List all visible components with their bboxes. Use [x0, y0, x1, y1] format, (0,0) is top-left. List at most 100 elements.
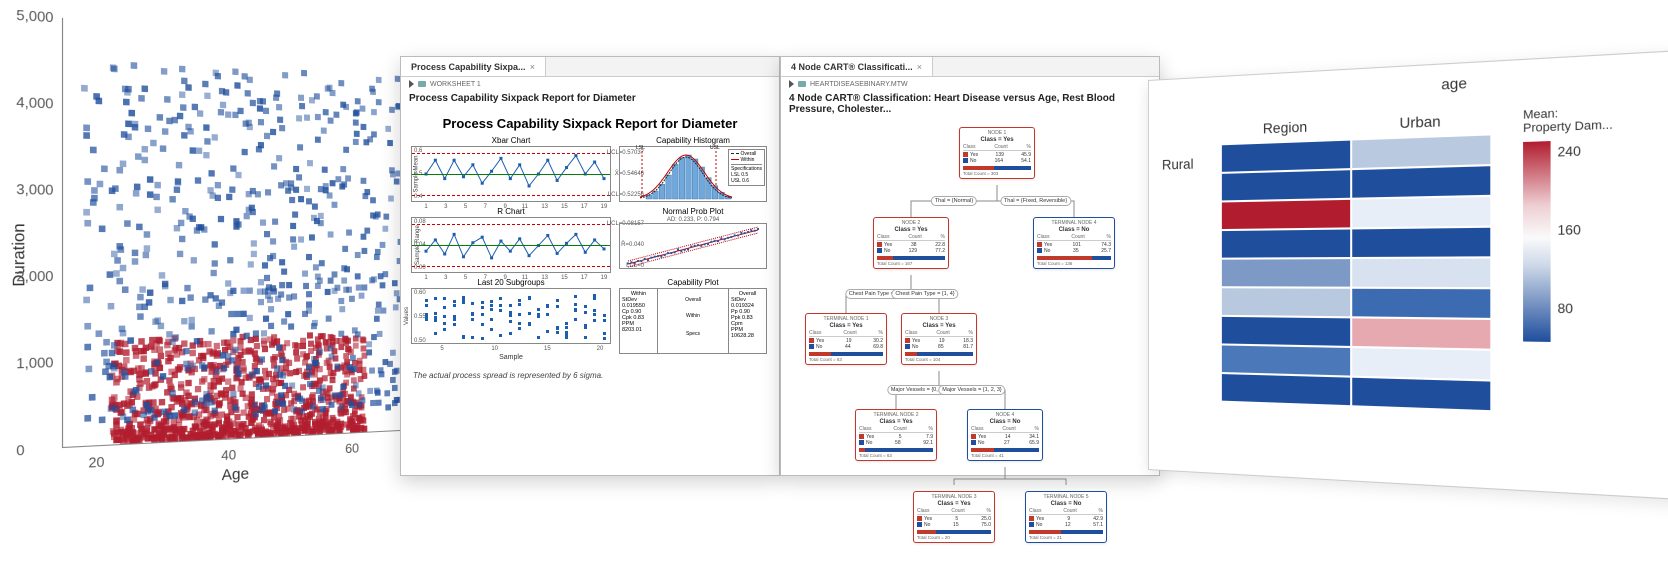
cart-tabbar: 4 Node CART® Classificati... ×	[781, 57, 1159, 77]
tree-node[interactable]: TERMINAL NODE 4Class = NoClassCount%Yes1…	[1033, 217, 1115, 269]
heat-cell	[1351, 165, 1491, 199]
heat-cell	[1351, 196, 1491, 229]
heatmap-colorbar: 24016080	[1523, 141, 1551, 342]
scatter-ytick: 4,000	[16, 94, 53, 112]
cart-tab-label: 4 Node CART® Classificati...	[791, 62, 913, 72]
cap-center: Overall Within Specs	[658, 289, 728, 353]
cart-tab[interactable]: 4 Node CART® Classificati... ×	[781, 57, 933, 76]
cap-overall-col: Overall StDev 0.019324 Pp 0.90 Ppk 0.83 …	[728, 289, 766, 353]
chart-xtick: 1	[424, 275, 427, 281]
sixpack-tab[interactable]: Process Capability Sixpa... ×	[401, 57, 546, 76]
heat-scale-tick: 80	[1558, 301, 1574, 317]
cart-tree-area: NODE 1Class = YesClassCount%Yes13945.9No…	[781, 121, 1159, 485]
split-label: Chest Pain Type = {1, 4}	[891, 289, 958, 299]
xbar-chart: Sample Mean 0.60.50.4135791113151719UCL=…	[411, 146, 611, 202]
tree-node[interactable]: NODE 4Class = NoClassCount%Yes1434.1No27…	[967, 409, 1043, 461]
heat-rowlabel	[1162, 319, 1221, 348]
sixpack-heading: Process Capability Sixpack Report for Di…	[411, 116, 769, 131]
sixpack-tab-label: Process Capability Sixpa...	[411, 62, 526, 72]
scatter-ytick: 2,000	[16, 268, 53, 285]
capability-plot: Within StDev 0.019550 Cp 0.90 Cpk 0.83 P…	[619, 288, 767, 354]
scatter-ytick: 5,000	[16, 7, 53, 26]
scatter-xtick: 40	[221, 447, 236, 464]
chart-xtick: 20	[597, 346, 604, 352]
subgroups-chart: Values 0.600.550.505101520	[411, 288, 611, 344]
cart-breadcrumb: HEARTDISEASEBINARY.MTW	[781, 77, 1159, 91]
split-label: Thal = {Fixed, Reversible}	[1000, 196, 1071, 206]
heat-cell	[1221, 258, 1351, 288]
chart-xtick: 15	[561, 275, 568, 281]
tree-node[interactable]: NODE 1Class = YesClassCount%Yes13945.9No…	[959, 127, 1035, 179]
heatmap-rowlabels: Rural	[1162, 122, 1221, 406]
usl-label: USL	[710, 145, 720, 151]
tree-node[interactable]: TERMINAL NODE 1Class = YesClassCount%Yes…	[805, 313, 887, 365]
chart-ytick: 0.50	[414, 338, 426, 344]
chart-xtick: 15	[544, 346, 551, 352]
capplot-title: Capability Plot	[619, 277, 767, 288]
heat-cell	[1351, 288, 1491, 319]
chart-xtick: 9	[503, 204, 506, 210]
cap-sp-line: Specs	[665, 331, 721, 337]
tree-node[interactable]: NODE 3Class = YesClassCount%Yes1918.3No8…	[901, 313, 977, 365]
chart-xtick: 7	[484, 204, 487, 210]
heat-cell	[1221, 228, 1351, 258]
heat-cell	[1351, 257, 1491, 288]
chart-xtick: 5	[464, 204, 467, 210]
chart-xtick: 3	[444, 275, 447, 281]
hist-legend: Overall WithinSpecificationsLSL 0.5USL 0…	[728, 149, 765, 186]
sub-yaxis: Values	[404, 307, 410, 325]
scatter-xtick: 60	[345, 440, 359, 456]
split-label: Major Vessels = {1, 2, 3}	[938, 385, 1005, 395]
sixpack-window: Process Capability Sixpa... × WORKSHEET …	[400, 56, 780, 476]
heat-rowlabel	[1162, 375, 1221, 405]
capability-histogram: LSL USL Overall WithinSpecificationsLSL 0…	[619, 146, 767, 202]
heat-rowlabel	[1162, 263, 1221, 292]
sixpack-breadcrumb: WORKSHEET 1	[401, 77, 779, 91]
cap-ov-line: Overall	[665, 297, 721, 303]
book-icon	[798, 81, 806, 87]
sixpack-caption: The actual process spread is represented…	[411, 365, 769, 380]
cart-window: 4 Node CART® Classificati... × HEARTDISE…	[780, 56, 1160, 476]
chart-xtick: 3	[444, 204, 447, 210]
cap-ppm2: PPM 10628.28	[731, 327, 764, 339]
scatter-plot-area	[62, 18, 411, 448]
cap-within-col: Within StDev 0.019550 Cp 0.90 Cpk 0.83 P…	[620, 289, 658, 353]
chart-xtick: 17	[581, 275, 588, 281]
close-icon[interactable]: ×	[917, 62, 922, 72]
cart-title: 4 Node CART® Classification: Heart Disea…	[781, 91, 1159, 121]
heat-rowlabel	[1162, 206, 1221, 235]
heat-rowlabel	[1162, 347, 1221, 377]
heatmap-panel: age Rural Region Urban Mean: Property Da…	[1148, 48, 1668, 501]
close-icon[interactable]: ×	[530, 62, 535, 72]
chart-xtick: 17	[581, 204, 588, 210]
heat-rowlabel: Rural	[1162, 148, 1221, 178]
chart-xtick: 5	[440, 346, 443, 352]
normal-prob-plot	[619, 223, 767, 269]
chart-xtick: 13	[541, 275, 548, 281]
chart-xtick: 10	[491, 346, 498, 352]
tree-node[interactable]: NODE 2Class = YesClassCount%Yes3822.8No1…	[873, 217, 949, 269]
tree-node[interactable]: TERMINAL NODE 2Class = YesClassCount%Yes…	[855, 409, 937, 461]
sixpack-crumb-text: WORKSHEET 1	[430, 81, 481, 88]
heat-rowlabel	[1162, 291, 1221, 320]
r-chart: Sample Range 0.080.040.00135791113151719…	[411, 217, 611, 273]
tree-node[interactable]: TERMINAL NODE 3Class = YesClassCount%Yes…	[913, 491, 995, 543]
chart-xtick: 9	[503, 275, 506, 281]
scatter-ytick: 3,000	[16, 181, 53, 198]
heatmap-title: age	[1162, 62, 1668, 106]
heat-cell	[1221, 373, 1351, 406]
heat-cell	[1351, 347, 1491, 381]
heat-cell	[1351, 134, 1491, 169]
heat-rowlabel	[1162, 234, 1221, 263]
heat-cell	[1221, 316, 1351, 347]
xbar-title: Xbar Chart	[411, 135, 611, 146]
heat-cell	[1221, 344, 1351, 376]
heat-scale-tick: 160	[1558, 222, 1581, 238]
heat-rowlabel	[1162, 177, 1221, 207]
lsl-label: LSL	[636, 145, 645, 151]
scatter-chart-panel: Duration Age 01,0002,0003,0004,0005,000 …	[0, 2, 420, 509]
tree-node[interactable]: TERMINAL NODE 5Class = NoClassCount%Yes9…	[1025, 491, 1107, 543]
heat-cell	[1351, 227, 1491, 258]
scale-sub: Property Dam...	[1523, 118, 1613, 135]
chart-xtick: 15	[561, 204, 568, 210]
